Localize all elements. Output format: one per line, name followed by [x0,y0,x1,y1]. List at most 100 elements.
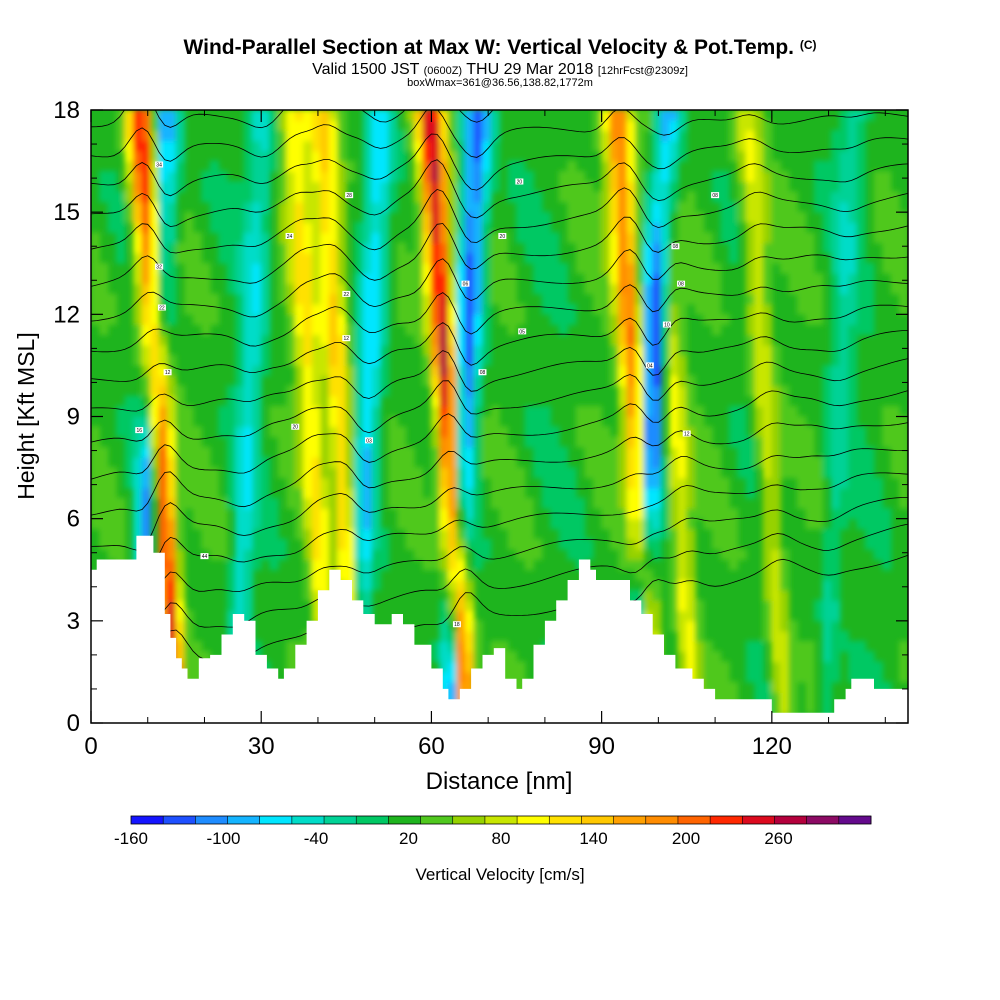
field-cell [456,661,466,673]
field-cell [167,221,177,234]
field-cell [481,262,492,274]
field-cell [592,477,603,489]
field-cell [609,528,620,540]
field-cell [388,129,398,142]
field-cell [141,436,152,448]
field-cell [235,538,245,550]
field-cell [388,119,398,131]
field-cell [720,548,730,561]
field-cell [456,293,466,305]
field-cell [660,150,671,162]
field-cell [481,344,492,356]
field-cell [890,211,900,223]
field-cell [847,110,858,121]
field-cell [567,221,577,234]
field-cell [133,344,143,356]
copyright-mark: (C) [799,38,817,52]
field-cell [379,211,390,223]
field-cell [771,364,781,377]
field-cell [311,364,322,377]
field-cell [345,538,356,550]
field-cell [575,405,586,417]
field-cell [371,211,381,223]
field-cell [337,119,347,131]
field-cell [822,640,832,652]
field-cell [150,303,160,315]
field-cell [286,201,296,213]
field-cell [762,242,773,254]
field-cell [822,160,832,172]
field-cell [337,232,347,244]
field-cell [813,201,824,213]
field-cell [550,497,560,509]
field-cell [779,589,790,601]
field-cell [745,150,756,162]
field-cell [847,129,858,142]
field-cell [609,140,620,152]
field-cell [762,211,773,223]
field-cell [703,487,713,499]
field-cell [175,599,186,612]
field-cell [337,416,347,428]
field-cell [635,405,645,417]
field-cell [643,579,654,591]
field-cell [643,170,654,183]
field-cell [286,334,296,346]
field-cell [167,242,177,254]
field-cell [677,599,688,612]
colorbar-swatch [420,816,454,824]
field-cell [796,272,807,285]
field-cell [822,456,832,469]
field-cell [711,262,722,274]
field-cell [167,507,177,520]
colorbar-tick-label: -160 [114,829,148,848]
field-cell [771,191,781,203]
field-cell [260,548,271,561]
field-cell [609,262,620,274]
field-cell [430,548,441,561]
field-cell [652,344,662,356]
colorbar-swatch [645,816,679,824]
terrain-shape [91,535,908,723]
field-cell [779,620,790,632]
field-cell [439,303,449,315]
field-cell [626,170,637,183]
field-cell [584,221,594,234]
field-cell [847,364,858,377]
field-cell [277,191,288,203]
field-cell [116,507,126,520]
field-cell [243,477,254,489]
field-cell [847,242,858,254]
field-cell [771,630,781,642]
field-cell [209,160,220,172]
field-cell [601,140,611,152]
field-cell [320,477,330,489]
field-cell [524,201,535,213]
field-cell [91,303,101,315]
field-cell [277,221,288,234]
field-cell [439,201,449,213]
field-cell [430,487,441,499]
field-cell [439,170,449,183]
field-cell [669,446,679,458]
field-cell [643,456,654,469]
field-cell [711,283,722,295]
field-cell [643,272,654,285]
contour-label: 24 [287,234,293,240]
field-cell [328,395,339,407]
field-cell [107,548,118,561]
field-cell [243,446,254,458]
field-cell [345,364,356,377]
field-cell [362,354,373,366]
field-cell [609,467,620,479]
field-cell [737,201,747,213]
field-cell [711,487,722,499]
field-cell [771,548,781,561]
field-cell [362,456,373,469]
field-cell [830,181,841,193]
field-cell [371,272,381,285]
field-cell [694,599,705,612]
field-cell [99,497,109,509]
field-cell [388,467,398,479]
field-cell [779,242,790,254]
